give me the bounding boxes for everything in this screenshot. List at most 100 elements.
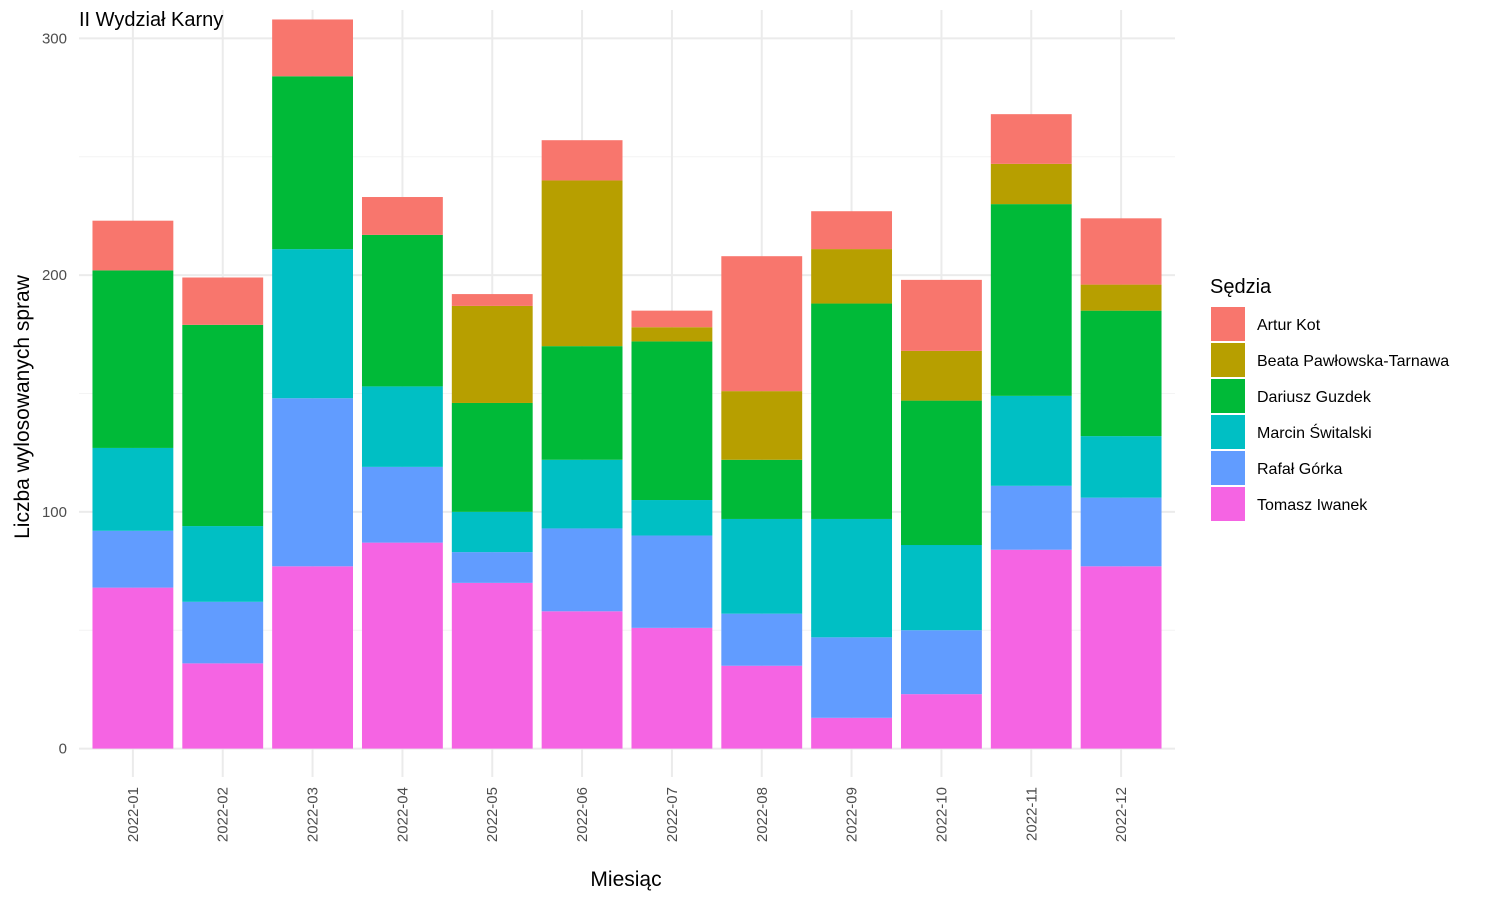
y-tick-label: 0 bbox=[59, 741, 67, 758]
bar-segment bbox=[92, 220, 174, 271]
bar-segment bbox=[901, 400, 982, 546]
bar-segment bbox=[541, 346, 623, 460]
bar-segment bbox=[811, 211, 893, 250]
chart-title: II Wydział Karny bbox=[79, 9, 223, 31]
bar-segment bbox=[541, 611, 623, 749]
bar-segment bbox=[361, 234, 443, 387]
y-tick-label: 300 bbox=[42, 30, 67, 47]
x-tick-label: 2022-09 bbox=[844, 787, 861, 842]
y-axis-title: Liczba wylosowanych spraw bbox=[11, 274, 34, 539]
x-tick-label: 2022-05 bbox=[484, 787, 501, 842]
bar-segment bbox=[901, 545, 982, 631]
bar-segment bbox=[182, 277, 264, 325]
bar-segment bbox=[721, 391, 803, 460]
bar-segment bbox=[451, 294, 533, 306]
bars bbox=[92, 19, 1162, 749]
legend-swatch bbox=[1211, 343, 1245, 377]
bar-segment bbox=[901, 630, 982, 695]
legend-label: Artur Kot bbox=[1257, 317, 1321, 334]
bar-segment bbox=[811, 518, 893, 638]
bar-segment bbox=[721, 665, 803, 749]
legend-label: Tomasz Iwanek bbox=[1257, 497, 1368, 514]
x-tick-label: 2022-06 bbox=[574, 787, 591, 842]
bar-segment bbox=[811, 637, 893, 718]
legend-swatch bbox=[1211, 307, 1245, 341]
bar-segment bbox=[361, 542, 443, 749]
bar-segment bbox=[990, 163, 1072, 205]
bar-segment bbox=[272, 19, 353, 77]
bar-segment bbox=[990, 549, 1072, 749]
bar-segment bbox=[721, 518, 803, 614]
bar-segment bbox=[451, 552, 533, 583]
bar-segment bbox=[721, 459, 803, 519]
bar-segment bbox=[182, 663, 264, 749]
x-tick-label: 2022-04 bbox=[394, 787, 411, 842]
bar-segment bbox=[92, 587, 174, 749]
bar-segment bbox=[631, 627, 713, 749]
bar-segment bbox=[361, 466, 443, 543]
legend-swatch bbox=[1211, 487, 1245, 521]
bar-segment bbox=[541, 459, 623, 529]
x-tick-label: 2022-01 bbox=[125, 787, 142, 842]
bar-segment bbox=[1080, 218, 1162, 285]
bar-segment bbox=[990, 485, 1072, 550]
bar-segment bbox=[721, 613, 803, 666]
bar-segment bbox=[990, 204, 1072, 396]
legend-items: Artur Kot Beata Pawłowska-Tarnawa Dariusz … bbox=[1211, 307, 1449, 521]
x-tick-label: 2022-08 bbox=[754, 787, 771, 842]
bar-segment bbox=[631, 535, 713, 628]
bar-segment bbox=[92, 447, 174, 531]
bar-segment bbox=[631, 341, 713, 501]
bar-segment bbox=[182, 526, 264, 602]
bar-segment bbox=[451, 582, 533, 749]
bar-segment bbox=[990, 395, 1072, 486]
bar-segment bbox=[631, 310, 713, 328]
bar-segment bbox=[272, 76, 353, 250]
x-tick-label: 2022-02 bbox=[215, 787, 232, 842]
bar-segment bbox=[451, 511, 533, 553]
x-tick-label: 2022-12 bbox=[1113, 787, 1130, 842]
legend-swatch bbox=[1211, 451, 1245, 485]
x-tick-label: 2022-11 bbox=[1023, 787, 1040, 841]
bar-segment bbox=[182, 324, 264, 527]
bar-segment bbox=[901, 279, 982, 351]
y-axis-ticks: 0 100 200 300 bbox=[42, 30, 67, 757]
bar-segment bbox=[541, 180, 623, 347]
bar-segment bbox=[990, 114, 1072, 164]
bar-segment bbox=[361, 197, 443, 235]
bar-segment bbox=[361, 386, 443, 467]
bar-segment bbox=[901, 350, 982, 401]
bar-segment bbox=[541, 528, 623, 612]
bar-segment bbox=[631, 327, 713, 342]
legend: Sędzia Artur Kot Beata Pawłowska-Tarnawa D… bbox=[1210, 276, 1449, 521]
bar-segment bbox=[92, 530, 174, 588]
bar-segment bbox=[811, 717, 893, 749]
x-tick-label: 2022-07 bbox=[664, 787, 681, 842]
x-axis-title: Miesiąc bbox=[590, 868, 661, 891]
bar-segment bbox=[811, 303, 893, 519]
bar-segment bbox=[92, 270, 174, 448]
bar-segment bbox=[272, 249, 353, 399]
bar-segment bbox=[1080, 566, 1162, 749]
bar-segment bbox=[1080, 284, 1162, 311]
legend-label: Dariusz Guzdek bbox=[1257, 389, 1372, 406]
bar-segment bbox=[901, 694, 982, 749]
y-tick-label: 200 bbox=[42, 267, 67, 284]
bar-segment bbox=[272, 398, 353, 567]
bar-segment bbox=[631, 500, 713, 536]
bar-segment bbox=[272, 566, 353, 749]
bar-segment bbox=[541, 140, 623, 181]
bar-segment bbox=[811, 249, 893, 304]
bar-segment bbox=[721, 256, 803, 392]
bar-segment bbox=[1080, 436, 1162, 498]
legend-title: Sędzia bbox=[1210, 276, 1272, 298]
bar-segment bbox=[182, 601, 264, 664]
legend-label: Beata Pawłowska-Tarnawa bbox=[1257, 353, 1449, 370]
bar-segment bbox=[1080, 310, 1162, 437]
x-tick-label: 2022-10 bbox=[933, 787, 950, 842]
x-axis-ticks: 2022-01 2022-02 2022-03 2022-04 2022-05 2022-… bbox=[125, 787, 1130, 842]
legend-swatch bbox=[1211, 379, 1245, 413]
y-tick-label: 100 bbox=[42, 504, 67, 521]
bar-segment bbox=[1080, 497, 1162, 567]
